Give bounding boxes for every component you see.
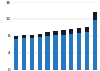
Bar <box>61 30 66 35</box>
Bar <box>77 28 81 33</box>
Bar <box>69 29 74 34</box>
Bar <box>69 34 74 70</box>
Bar <box>93 20 97 70</box>
Bar <box>38 37 42 70</box>
Bar <box>30 38 34 70</box>
Bar <box>30 35 34 38</box>
Bar <box>38 34 42 37</box>
Bar <box>45 32 50 36</box>
Bar <box>22 38 26 70</box>
Bar <box>22 35 26 38</box>
Bar <box>14 39 18 70</box>
Bar <box>53 31 58 35</box>
Bar <box>93 12 97 20</box>
Bar <box>14 36 18 39</box>
Bar <box>85 32 89 70</box>
Bar <box>85 27 89 32</box>
Bar <box>53 35 58 70</box>
Bar <box>45 36 50 70</box>
Bar <box>61 35 66 70</box>
Bar <box>77 33 81 70</box>
